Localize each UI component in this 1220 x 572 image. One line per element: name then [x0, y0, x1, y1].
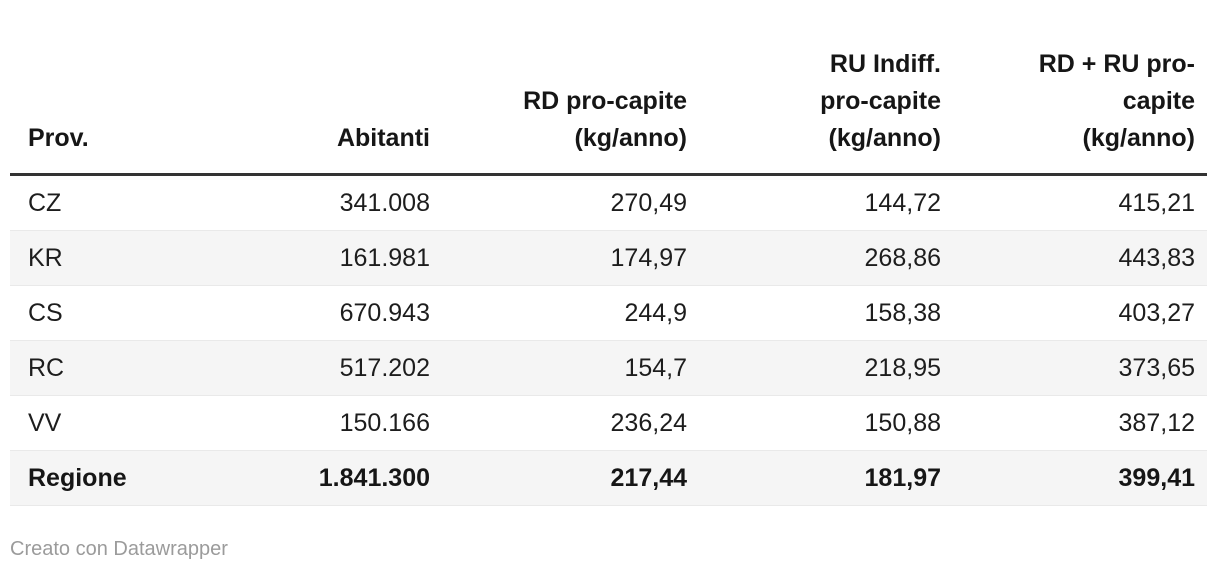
cell-ru: 218,95 — [699, 340, 953, 396]
cell-abitanti: 150.166 — [185, 395, 442, 451]
cell-prov: KR — [10, 230, 185, 286]
cell-rd: 174,97 — [442, 230, 699, 286]
column-header-rd-pro-capite: RD pro-capite (kg/anno) — [442, 0, 699, 176]
table-row-rc: RC 517.202 154,7 218,95 373,65 — [10, 340, 1207, 396]
table-container: Prov. Abitanti RD pro-capite (kg/anno) R… — [10, 0, 1207, 506]
cell-prov: VV — [10, 395, 185, 451]
data-table: Prov. Abitanti RD pro-capite (kg/anno) R… — [10, 0, 1207, 506]
table-body: CZ 341.008 270,49 144,72 415,21 KR 161.9… — [10, 174, 1207, 506]
column-header-ru-indiff-pro-capite: RU Indiff. pro-capite (kg/anno) — [699, 0, 953, 176]
table-row-kr: KR 161.981 174,97 268,86 443,83 — [10, 230, 1207, 286]
column-header-prov: Prov. — [10, 0, 185, 176]
cell-ru: 181,97 — [699, 450, 953, 506]
header-row: Prov. Abitanti RD pro-capite (kg/anno) R… — [10, 0, 1207, 176]
table-row-regione-total: Regione 1.841.300 217,44 181,97 399,41 — [10, 450, 1207, 506]
cell-rd: 244,9 — [442, 285, 699, 341]
cell-prov: CZ — [10, 174, 185, 231]
datawrapper-attribution-link[interactable]: Creato con Datawrapper — [10, 538, 228, 560]
column-header-abitanti: Abitanti — [185, 0, 442, 176]
cell-ru: 158,38 — [699, 285, 953, 341]
cell-abitanti: 1.841.300 — [185, 450, 442, 506]
table-row-vv: VV 150.166 236,24 150,88 387,12 — [10, 395, 1207, 451]
table-header: Prov. Abitanti RD pro-capite (kg/anno) R… — [10, 0, 1207, 176]
cell-total: 373,65 — [953, 340, 1207, 396]
cell-abitanti: 161.981 — [185, 230, 442, 286]
cell-rd: 236,24 — [442, 395, 699, 451]
cell-rd: 154,7 — [442, 340, 699, 396]
cell-total: 415,21 — [953, 174, 1207, 231]
cell-abitanti: 517.202 — [185, 340, 442, 396]
cell-rd: 270,49 — [442, 174, 699, 231]
table-row-cs: CS 670.943 244,9 158,38 403,27 — [10, 285, 1207, 341]
cell-total: 387,12 — [953, 395, 1207, 451]
cell-ru: 150,88 — [699, 395, 953, 451]
cell-total: 399,41 — [953, 450, 1207, 506]
cell-prov: Regione — [10, 450, 185, 506]
cell-ru: 144,72 — [699, 174, 953, 231]
cell-rd: 217,44 — [442, 450, 699, 506]
cell-total: 403,27 — [953, 285, 1207, 341]
table-row-cz: CZ 341.008 270,49 144,72 415,21 — [10, 174, 1207, 231]
cell-prov: RC — [10, 340, 185, 396]
cell-ru: 268,86 — [699, 230, 953, 286]
cell-abitanti: 341.008 — [185, 174, 442, 231]
cell-total: 443,83 — [953, 230, 1207, 286]
cell-abitanti: 670.943 — [185, 285, 442, 341]
column-header-rd-ru-pro-capite: RD + RU pro- capite (kg/anno) — [953, 0, 1207, 176]
cell-prov: CS — [10, 285, 185, 341]
